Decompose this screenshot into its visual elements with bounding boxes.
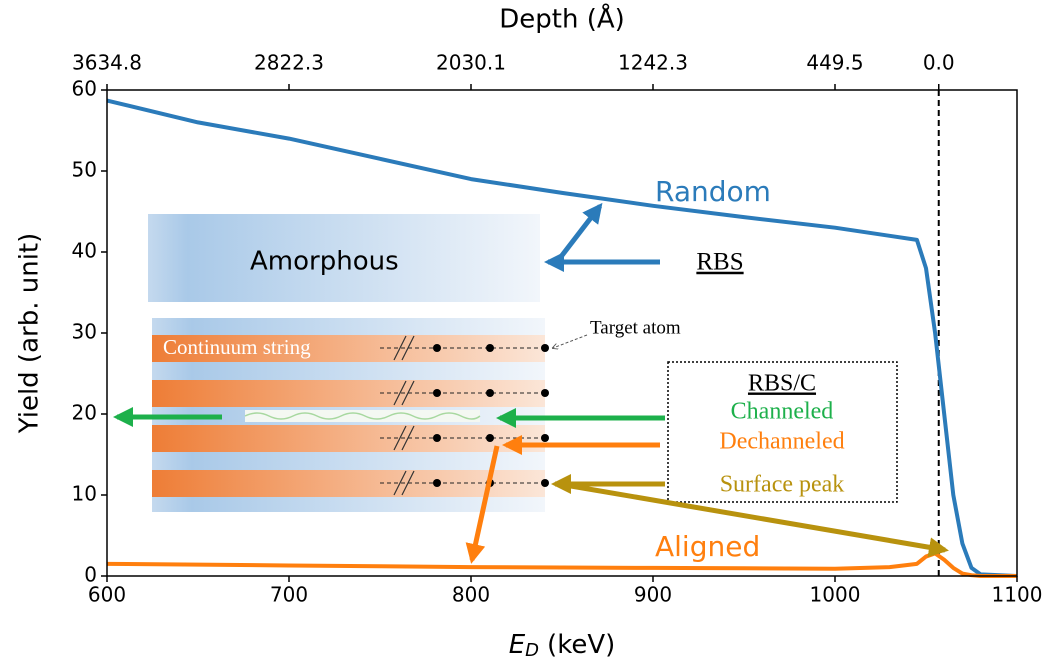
pointer (553, 334, 588, 348)
x2-tick-label: 2030.1 (436, 51, 506, 75)
x-tick-label: 700 (270, 583, 308, 607)
series-line (106, 98, 1018, 578)
series-label: Aligned (655, 530, 760, 563)
x-tick-label: 800 (452, 583, 490, 607)
x2-tick-label: 1242.3 (618, 51, 688, 75)
y-tick-label: 0 (84, 563, 97, 587)
x-label-unit: (keV) (547, 630, 615, 660)
arrows (113, 202, 949, 564)
series-label: Random (655, 175, 771, 208)
y-axis-label: Yield (arb. unit) (15, 233, 45, 434)
legend-box (667, 361, 898, 503)
annotation: Continuum string (163, 335, 311, 359)
x-tick-label: 1100 (992, 583, 1043, 607)
x2-tick-label: 2822.3 (254, 51, 324, 75)
annotation: Channeled (731, 399, 834, 425)
x2-tick-label: 3634.8 (72, 51, 142, 75)
x2-axis-label: Depth (Å) (499, 3, 625, 35)
annotation: Amorphous (250, 247, 399, 277)
x-tick-label: 1000 (810, 583, 861, 607)
amorphous-box (148, 214, 540, 302)
annotation: Target atom (590, 317, 681, 338)
x-label-subscript: D (525, 640, 539, 661)
y-tick-label: 60 (72, 77, 97, 101)
x-axis-label: ED (keV) (509, 630, 616, 662)
y-tick-label: 20 (72, 401, 97, 425)
x-tick-label: 600 (88, 583, 126, 607)
inset: Amorphous Continuum string Target atom R… (113, 202, 949, 564)
data-layer (106, 90, 1018, 578)
x2-tick-label: 449.5 (806, 51, 863, 75)
x-label-symbol: E (509, 630, 526, 660)
annotation: RBS (696, 249, 743, 276)
y-tick-label: 30 (72, 320, 97, 344)
annotation: Surface peak (720, 472, 845, 498)
x2-tick-label: 0.0 (923, 51, 955, 75)
annotation: RBS/C (748, 371, 816, 397)
annotation: Dechanneled (719, 429, 844, 455)
y-tick-label: 10 (72, 482, 97, 506)
atom-strings (152, 335, 549, 497)
series-line (106, 551, 1017, 578)
y-tick-label: 40 (72, 239, 97, 263)
y-tick-label: 50 (72, 158, 97, 182)
x-tick-label: 900 (634, 583, 672, 607)
